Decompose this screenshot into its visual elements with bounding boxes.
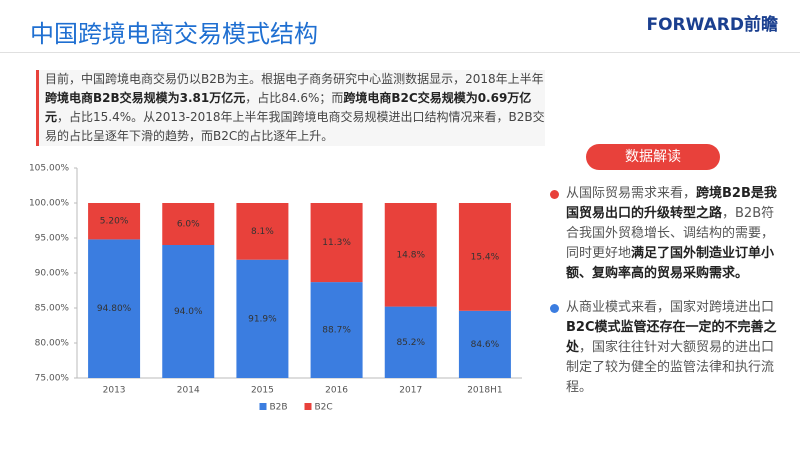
data-label: 91.9% [248,314,277,324]
y-tick-label: 85.00% [35,304,70,314]
legend-label: B2B [270,403,288,413]
y-tick-label: 95.00% [35,234,70,244]
x-tick-label: 2016 [325,386,348,396]
data-label: 14.8% [396,250,425,260]
x-tick-label: 2017 [399,386,422,396]
legend-swatch [304,403,312,410]
bullet-dot [550,190,559,199]
x-tick-label: 2014 [177,386,200,396]
bar-segment [88,239,141,378]
panel: 从国际贸易需求来看，跨境B2B是我国贸易出口的升级转型之路，B2B符合我国外贸稳… [548,184,784,412]
bar-segment [384,306,437,378]
text-run: ，B2B符合我国外贸稳增长、调结构的需要，同时更好地 [566,206,775,261]
divider [0,52,800,53]
panel-title: 数据解读 [586,144,720,170]
text-run: 跨境B2B是我国贸易出口的升级转型之路 [566,186,777,221]
x-tick-label: 2013 [103,386,126,396]
bar-segment [236,259,289,378]
logo: FORWARD前瞻 [646,15,778,35]
y-tick-label: 105.00% [29,164,69,174]
data-label: 5.20% [100,217,129,227]
bullet-dot [550,304,559,313]
y-tick-label: 90.00% [35,269,70,279]
bar-segment [162,203,215,245]
bar-segment [458,203,511,311]
data-label: 15.4% [471,252,500,262]
text-run: 从国际贸易需求来看， [566,186,697,201]
intro-text: 目前，中国跨境电商交易仍以B2B为主。根据电子商务研究中心监测数据显示，2018… [36,70,545,146]
text-run: 满足了国外制造业订单小额、复购率高的贸易采购需求。 [566,246,775,281]
text-run: 跨境电商B2B交易规模为3.81万亿元 [45,91,246,105]
text-run: 目前，中国跨境电商交易仍以B2B为主。根据电子商务研究中心监测数据显示，2018… [45,72,544,86]
text-run: 从商业模式来看，国家对跨境进出口 [566,300,775,315]
data-label: 11.3% [322,238,351,248]
text-run: B2C模式监管还存在一定的不完善之处 [566,320,777,355]
data-label: 6.0% [177,220,200,230]
bar-segment [310,203,363,283]
y-tick-label: 100.00% [29,199,69,209]
legend-swatch [259,403,267,410]
data-label: 88.7% [322,326,351,336]
y-tick-label: 80.00% [35,339,70,349]
text-run: 跨境电商B2C交易规模为0.69万亿元 [45,91,532,124]
data-label: 94.80% [97,304,132,314]
bar-segment [384,203,437,307]
data-label: 8.1% [251,227,274,237]
text-run: ，占比84.6%；而 [245,91,344,105]
bullet: 从商业模式来看，国家对跨境进出口 B2C模式监管还存在一定的不完善之处，国家往往针… [548,298,784,398]
bar-segment [310,282,363,378]
chart: 75.00% 80.00% 85.00% 90.00% 95.00% 100.00% 105… [29,164,522,413]
slide-title: 中国跨境电商交易模式结构 [30,20,318,48]
legend-label: B2C [315,403,333,413]
bar-segment [162,245,215,378]
bullet: 从国际贸易需求来看，跨境B2B是我国贸易出口的升级转型之路，B2B符合我国外贸稳… [548,184,784,284]
data-label: 84.6% [471,340,500,350]
bar-segment [88,203,141,240]
data-label: 85.2% [396,338,425,348]
y-tick-label: 75.00% [35,374,70,384]
bar-segment [458,310,511,378]
x-tick-label: 2018H1 [467,386,502,396]
bar-segment [236,203,289,260]
text-run: ，国家往往针对大额贸易的进出口制定了较为健全的监管法律和执行流程。 [566,340,775,395]
data-label: 94.0% [174,307,203,317]
x-tick-label: 2015 [251,386,274,396]
text-run: ，占比15.4%。从2013-2018年上半年我国跨境电商交易规模进出口结构情况… [45,110,545,143]
